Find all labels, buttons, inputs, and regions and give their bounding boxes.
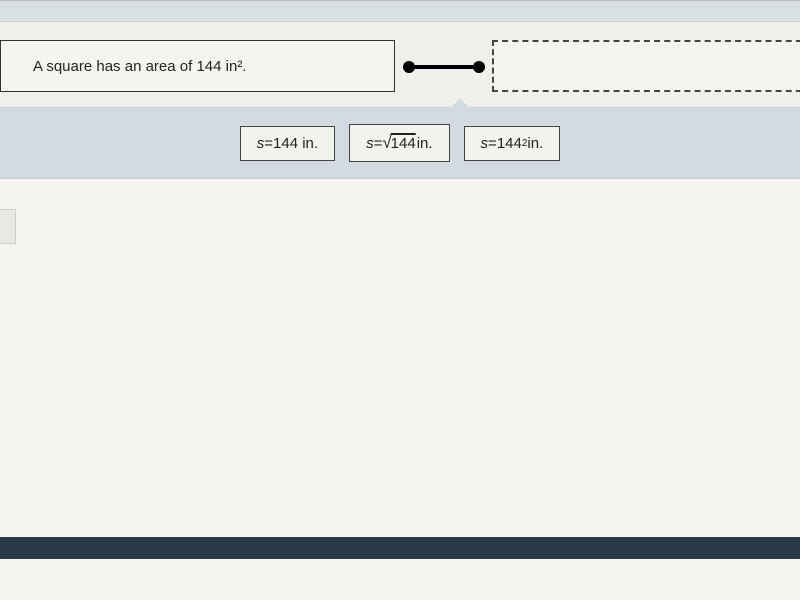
choice1-equals: =	[264, 135, 273, 152]
choice3-unit: in.	[527, 135, 543, 152]
bottom-taskbar	[0, 537, 800, 559]
choice1-var: s	[257, 135, 265, 152]
answer-choice-2[interactable]: s = √ 144 in.	[349, 124, 449, 162]
question-area: A square has an area of 144 in².	[0, 22, 800, 107]
answer-choice-1[interactable]: s = 144 in.	[240, 126, 335, 161]
workspace-area	[0, 179, 800, 559]
answer-drop-zone[interactable]	[492, 40, 800, 92]
choice2-var: s	[366, 135, 374, 152]
connector-dot-right	[473, 61, 485, 73]
answer-choice-3[interactable]: s = 144 2 in.	[464, 126, 561, 161]
choice3-var: s	[481, 135, 489, 152]
choice3-equals: =	[488, 135, 497, 152]
connector	[403, 62, 485, 72]
answer-choices-band: s = 144 in. s = √ 144 in. s = 144 2 in.	[0, 107, 800, 179]
connector-line	[408, 65, 480, 69]
choice1-value: 144 in.	[273, 135, 318, 152]
sqrt-icon: √ 144	[382, 133, 416, 153]
choice3-base: 144	[497, 135, 522, 152]
question-prompt-box: A square has an area of 144 in².	[0, 40, 395, 92]
top-band	[0, 0, 800, 22]
choice2-equals: =	[374, 135, 383, 152]
side-tab[interactable]	[0, 209, 16, 244]
choice2-radicand: 144	[390, 135, 417, 152]
question-text: A square has an area of 144 in².	[33, 58, 246, 75]
choice2-unit: in.	[417, 135, 433, 152]
